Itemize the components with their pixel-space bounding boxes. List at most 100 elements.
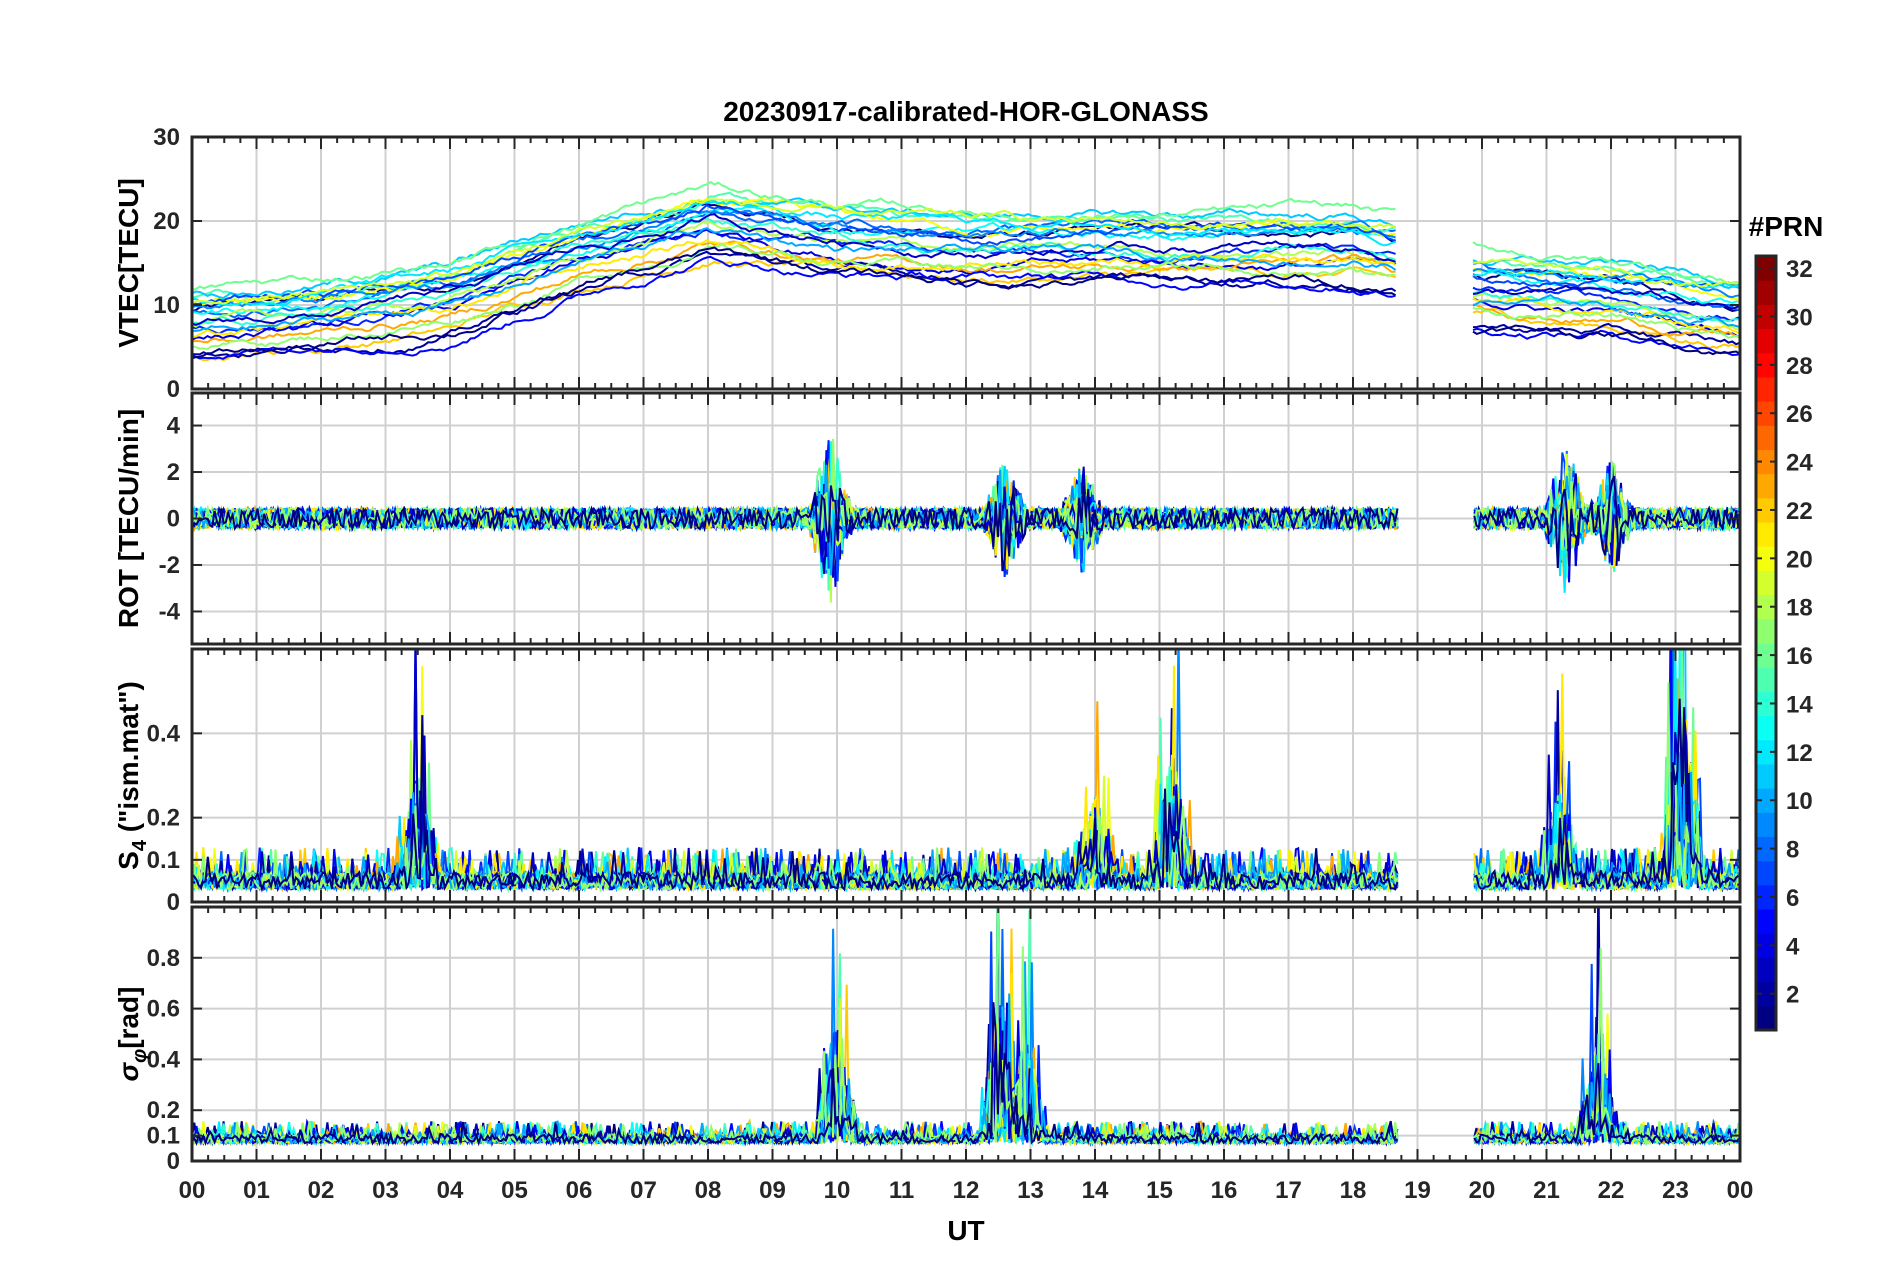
y-tick-label: 0.8 [147, 945, 180, 972]
colorbar-band [1756, 618, 1776, 644]
series-line-prn-10 [192, 961, 1399, 1147]
panel-3: 0 0.1 0.2 0.4S4 ("ism.mat") [113, 647, 1742, 916]
x-tick-label: 13 [1017, 1177, 1044, 1204]
x-tick-label: 00 [179, 1177, 206, 1204]
y-tick-label: 0.2 [147, 805, 180, 832]
colorbar-band [1756, 691, 1776, 717]
x-tick-label: 19 [1404, 1177, 1431, 1204]
series-line-prn-19 [192, 198, 1396, 305]
colorbar-tick-label: 32 [1786, 256, 1813, 283]
x-tick-label: 18 [1340, 1177, 1367, 1204]
panel-2: -4 -2 0 2 4 ROT [TECU/min] [113, 391, 1742, 646]
colorbar-tick-label: 20 [1786, 546, 1813, 573]
x-axis-label: UT [947, 1215, 984, 1246]
y-tick-label: 0.1 [147, 847, 180, 874]
series-line-prn-1 [192, 449, 1399, 548]
x-tick-label: 20 [1469, 1177, 1496, 1204]
panel-4: 00.10.2 0.4 0.6 0.8 σφ[rad] [113, 905, 1742, 1175]
series-line-prn-16 [192, 180, 1396, 291]
minor-ticks [191, 907, 1741, 1161]
y-tick-label: -4 [159, 598, 181, 625]
series-line-prn-14 [192, 217, 1396, 326]
y-tick-label: 4 [167, 413, 181, 440]
x-tick-label: 12 [953, 1177, 980, 1204]
series-group [192, 180, 1740, 362]
y-tick-label: 0 [167, 376, 180, 403]
colorbar-band [1756, 425, 1776, 450]
series-line-prn-1 [1472, 324, 1740, 356]
colorbar-band [1756, 1005, 1776, 1031]
y-tick-label: 2 [167, 459, 180, 486]
colorbar-band [1756, 836, 1776, 862]
series-line-prn-11 [192, 197, 1397, 300]
colorbar-tick-label: 22 [1786, 498, 1813, 525]
colorbar-band [1756, 643, 1776, 668]
x-tick-label: 02 [308, 1177, 335, 1204]
series-line-prn-1 [192, 485, 1399, 572]
x-tick-label: 07 [630, 1177, 657, 1204]
y-tick-label: 0 [167, 506, 180, 533]
colorbar-band [1756, 376, 1776, 402]
colorbar-label: #PRN [1749, 211, 1824, 242]
series-line-prn-11 [1472, 254, 1740, 290]
x-tick-label: 11 [889, 1177, 914, 1204]
x-tick-label: 21 [1533, 1177, 1560, 1204]
colorbar-tick-label: 8 [1786, 837, 1799, 864]
series-line-prn-1 [192, 715, 1399, 893]
colorbar-tick-label: 14 [1786, 691, 1813, 718]
series-line-prn-3 [192, 649, 1399, 892]
colorbar-frame [1754, 254, 1778, 1032]
colorbar-band [1756, 788, 1776, 813]
y-tick-label: 10 [153, 292, 180, 319]
colorbar-tick-label: 4 [1786, 933, 1800, 960]
series-group [192, 649, 1740, 894]
series-line-prn-12 [192, 200, 1396, 307]
colorbar-tick-label: 6 [1786, 885, 1799, 912]
colorbar-band [1756, 909, 1776, 934]
colorbar-tick-label: 24 [1786, 450, 1813, 477]
series-line-prn-1 [192, 246, 1397, 360]
colorbar-band [1756, 981, 1776, 1007]
series-line-prn-5 [1472, 327, 1740, 357]
series-line-prn-16 [1472, 241, 1740, 284]
series-line-prn-3 [192, 466, 1399, 578]
x-tick-label: 01 [243, 1177, 270, 1204]
series-line-prn-21 [192, 665, 1399, 893]
colorbar-band [1756, 256, 1776, 281]
colorbar-band [1756, 328, 1776, 354]
x-tick-label: 10 [824, 1177, 851, 1204]
colorbar-tick-label: 26 [1786, 401, 1813, 428]
series-line-prn-22 [1472, 307, 1740, 350]
series-line-prn-1 [1473, 1063, 1739, 1146]
colorbar-tick-label: 28 [1786, 353, 1813, 380]
series-line-prn-3 [1472, 284, 1740, 310]
x-tick-label: 17 [1275, 1177, 1302, 1204]
series-line-prn-17 [1472, 306, 1740, 340]
y-tick-label: -2 [159, 552, 180, 579]
colorbar-tick-label: 30 [1786, 304, 1813, 331]
x-tick-label: 15 [1146, 1177, 1173, 1204]
series-line-prn-17 [192, 438, 1399, 549]
series-line-prn-21 [1472, 296, 1740, 335]
colorbar-band [1756, 280, 1776, 305]
colorbar-band [1756, 812, 1776, 837]
minor-ticks [191, 137, 1741, 389]
colorbar-band [1756, 546, 1776, 571]
chart-title: 20230917-calibrated-HOR-GLONASS [723, 96, 1209, 127]
colorbar-tick-label: 18 [1786, 595, 1813, 622]
series-line-prn-9 [1472, 267, 1740, 299]
series-line-prn-10 [1472, 293, 1740, 329]
x-tick-label: 06 [566, 1177, 593, 1204]
series-line-prn-5 [192, 649, 1398, 893]
series-line-prn-1 [1473, 698, 1740, 892]
series-line-prn-5 [192, 255, 1396, 360]
colorbar-tick-label: 10 [1786, 788, 1813, 815]
y-tick-label: 20 [153, 208, 180, 235]
series-group [192, 907, 1740, 1148]
y-axis-label: S4 ("ism.mat") [113, 681, 151, 870]
minor-ticks [191, 649, 1741, 902]
series-line-prn-21 [192, 972, 1398, 1147]
x-tick-label: 16 [1211, 1177, 1238, 1204]
y-axis-label: ROT [TECU/min] [113, 409, 144, 628]
